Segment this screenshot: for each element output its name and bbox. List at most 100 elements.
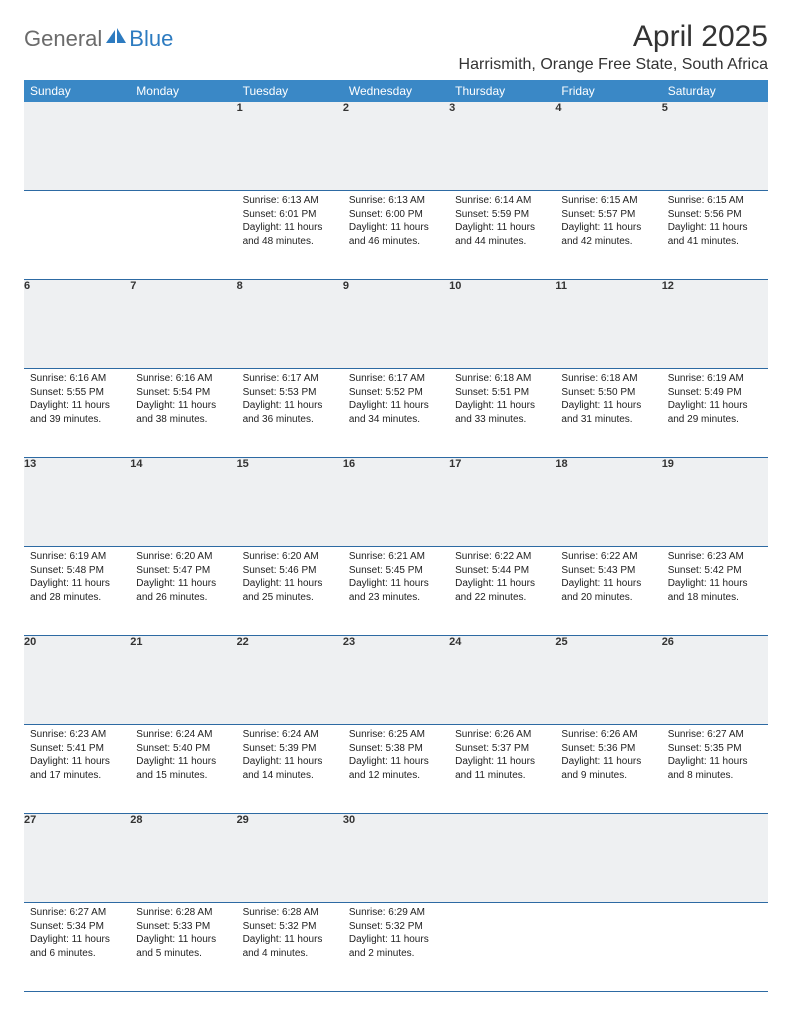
day-content-row: Sunrise: 6:27 AMSunset: 5:34 PMDaylight:… bbox=[24, 903, 768, 992]
day-cell: Sunrise: 6:21 AMSunset: 5:45 PMDaylight:… bbox=[343, 547, 449, 636]
day-number-cell: 10 bbox=[449, 280, 555, 369]
day-cell bbox=[662, 903, 768, 992]
day-number-cell: 25 bbox=[555, 636, 661, 725]
day-cell-body: Sunrise: 6:22 AMSunset: 5:43 PMDaylight:… bbox=[555, 547, 661, 610]
day-header: Saturday bbox=[662, 80, 768, 102]
day-number-cell: 15 bbox=[237, 458, 343, 547]
page-title: April 2025 bbox=[459, 20, 768, 54]
day-cell: Sunrise: 6:29 AMSunset: 5:32 PMDaylight:… bbox=[343, 903, 449, 992]
logo-text-blue: Blue bbox=[129, 26, 173, 52]
day-number-cell: 20 bbox=[24, 636, 130, 725]
day-cell: Sunrise: 6:17 AMSunset: 5:53 PMDaylight:… bbox=[237, 369, 343, 458]
day-number-cell: 2 bbox=[343, 102, 449, 191]
day-cell: Sunrise: 6:20 AMSunset: 5:46 PMDaylight:… bbox=[237, 547, 343, 636]
day-cell: Sunrise: 6:24 AMSunset: 5:40 PMDaylight:… bbox=[130, 725, 236, 814]
day-cell-body: Sunrise: 6:29 AMSunset: 5:32 PMDaylight:… bbox=[343, 903, 449, 966]
day-cell-body: Sunrise: 6:19 AMSunset: 5:48 PMDaylight:… bbox=[24, 547, 130, 610]
location-subtitle: Harrismith, Orange Free State, South Afr… bbox=[459, 56, 768, 74]
day-cell-body: Sunrise: 6:26 AMSunset: 5:36 PMDaylight:… bbox=[555, 725, 661, 788]
day-cell-body: Sunrise: 6:17 AMSunset: 5:53 PMDaylight:… bbox=[237, 369, 343, 432]
day-number-cell: 6 bbox=[24, 280, 130, 369]
calendar-body: 12345Sunrise: 6:13 AMSunset: 6:01 PMDayl… bbox=[24, 102, 768, 992]
day-cell: Sunrise: 6:19 AMSunset: 5:49 PMDaylight:… bbox=[662, 369, 768, 458]
day-cell: Sunrise: 6:25 AMSunset: 5:38 PMDaylight:… bbox=[343, 725, 449, 814]
day-number-cell: 22 bbox=[237, 636, 343, 725]
day-cell-body: Sunrise: 6:20 AMSunset: 5:47 PMDaylight:… bbox=[130, 547, 236, 610]
calendar-table: SundayMondayTuesdayWednesdayThursdayFrid… bbox=[24, 80, 768, 992]
day-number-cell: 13 bbox=[24, 458, 130, 547]
day-cell-body: Sunrise: 6:15 AMSunset: 5:57 PMDaylight:… bbox=[555, 191, 661, 254]
day-number-cell: 8 bbox=[237, 280, 343, 369]
logo: General Blue bbox=[24, 26, 173, 52]
day-cell-body: Sunrise: 6:23 AMSunset: 5:42 PMDaylight:… bbox=[662, 547, 768, 610]
day-cell: Sunrise: 6:27 AMSunset: 5:35 PMDaylight:… bbox=[662, 725, 768, 814]
day-cell-body: Sunrise: 6:28 AMSunset: 5:33 PMDaylight:… bbox=[130, 903, 236, 966]
day-cell: Sunrise: 6:17 AMSunset: 5:52 PMDaylight:… bbox=[343, 369, 449, 458]
day-number-cell: 9 bbox=[343, 280, 449, 369]
day-number-cell: 30 bbox=[343, 814, 449, 903]
day-cell-body: Sunrise: 6:25 AMSunset: 5:38 PMDaylight:… bbox=[343, 725, 449, 788]
day-content-row: Sunrise: 6:16 AMSunset: 5:55 PMDaylight:… bbox=[24, 369, 768, 458]
day-header: Wednesday bbox=[343, 80, 449, 102]
day-cell-body: Sunrise: 6:27 AMSunset: 5:34 PMDaylight:… bbox=[24, 903, 130, 966]
calendar-header-row: SundayMondayTuesdayWednesdayThursdayFrid… bbox=[24, 80, 768, 102]
day-number-cell bbox=[130, 102, 236, 191]
day-cell-body: Sunrise: 6:17 AMSunset: 5:52 PMDaylight:… bbox=[343, 369, 449, 432]
day-number-cell: 24 bbox=[449, 636, 555, 725]
header: General Blue April 2025 Harrismith, Oran… bbox=[24, 20, 768, 74]
day-cell: Sunrise: 6:24 AMSunset: 5:39 PMDaylight:… bbox=[237, 725, 343, 814]
day-cell-body: Sunrise: 6:24 AMSunset: 5:40 PMDaylight:… bbox=[130, 725, 236, 788]
day-cell-body: Sunrise: 6:23 AMSunset: 5:41 PMDaylight:… bbox=[24, 725, 130, 788]
day-cell bbox=[130, 191, 236, 280]
day-cell: Sunrise: 6:28 AMSunset: 5:32 PMDaylight:… bbox=[237, 903, 343, 992]
day-number-cell: 11 bbox=[555, 280, 661, 369]
day-cell: Sunrise: 6:14 AMSunset: 5:59 PMDaylight:… bbox=[449, 191, 555, 280]
day-header: Friday bbox=[555, 80, 661, 102]
title-block: April 2025 Harrismith, Orange Free State… bbox=[459, 20, 768, 74]
day-header: Sunday bbox=[24, 80, 130, 102]
day-cell-body: Sunrise: 6:26 AMSunset: 5:37 PMDaylight:… bbox=[449, 725, 555, 788]
day-number-cell: 21 bbox=[130, 636, 236, 725]
day-cell: Sunrise: 6:23 AMSunset: 5:42 PMDaylight:… bbox=[662, 547, 768, 636]
day-cell: Sunrise: 6:15 AMSunset: 5:56 PMDaylight:… bbox=[662, 191, 768, 280]
day-number-cell: 3 bbox=[449, 102, 555, 191]
day-header: Tuesday bbox=[237, 80, 343, 102]
day-cell: Sunrise: 6:20 AMSunset: 5:47 PMDaylight:… bbox=[130, 547, 236, 636]
day-cell: Sunrise: 6:22 AMSunset: 5:44 PMDaylight:… bbox=[449, 547, 555, 636]
day-cell: Sunrise: 6:26 AMSunset: 5:36 PMDaylight:… bbox=[555, 725, 661, 814]
day-number-row: 12345 bbox=[24, 102, 768, 191]
day-number-cell bbox=[24, 102, 130, 191]
day-number-cell: 26 bbox=[662, 636, 768, 725]
day-number-cell: 1 bbox=[237, 102, 343, 191]
day-number-cell: 19 bbox=[662, 458, 768, 547]
day-cell-body: Sunrise: 6:19 AMSunset: 5:49 PMDaylight:… bbox=[662, 369, 768, 432]
page: General Blue April 2025 Harrismith, Oran… bbox=[0, 0, 792, 1012]
day-cell: Sunrise: 6:22 AMSunset: 5:43 PMDaylight:… bbox=[555, 547, 661, 636]
day-content-row: Sunrise: 6:19 AMSunset: 5:48 PMDaylight:… bbox=[24, 547, 768, 636]
day-header: Thursday bbox=[449, 80, 555, 102]
day-cell: Sunrise: 6:13 AMSunset: 6:00 PMDaylight:… bbox=[343, 191, 449, 280]
day-number-cell: 16 bbox=[343, 458, 449, 547]
day-cell-body: Sunrise: 6:18 AMSunset: 5:51 PMDaylight:… bbox=[449, 369, 555, 432]
day-cell-body: Sunrise: 6:16 AMSunset: 5:55 PMDaylight:… bbox=[24, 369, 130, 432]
day-content-row: Sunrise: 6:13 AMSunset: 6:01 PMDaylight:… bbox=[24, 191, 768, 280]
day-cell-body: Sunrise: 6:20 AMSunset: 5:46 PMDaylight:… bbox=[237, 547, 343, 610]
day-cell bbox=[449, 903, 555, 992]
day-cell-body: Sunrise: 6:24 AMSunset: 5:39 PMDaylight:… bbox=[237, 725, 343, 788]
day-cell: Sunrise: 6:26 AMSunset: 5:37 PMDaylight:… bbox=[449, 725, 555, 814]
day-number-cell: 28 bbox=[130, 814, 236, 903]
day-cell-body: Sunrise: 6:14 AMSunset: 5:59 PMDaylight:… bbox=[449, 191, 555, 254]
day-cell: Sunrise: 6:28 AMSunset: 5:33 PMDaylight:… bbox=[130, 903, 236, 992]
day-number-cell: 7 bbox=[130, 280, 236, 369]
day-cell-body: Sunrise: 6:15 AMSunset: 5:56 PMDaylight:… bbox=[662, 191, 768, 254]
day-cell-body: Sunrise: 6:22 AMSunset: 5:44 PMDaylight:… bbox=[449, 547, 555, 610]
day-cell: Sunrise: 6:13 AMSunset: 6:01 PMDaylight:… bbox=[237, 191, 343, 280]
day-number-cell: 5 bbox=[662, 102, 768, 191]
day-cell-body: Sunrise: 6:21 AMSunset: 5:45 PMDaylight:… bbox=[343, 547, 449, 610]
day-cell: Sunrise: 6:15 AMSunset: 5:57 PMDaylight:… bbox=[555, 191, 661, 280]
day-cell: Sunrise: 6:19 AMSunset: 5:48 PMDaylight:… bbox=[24, 547, 130, 636]
day-cell-body: Sunrise: 6:18 AMSunset: 5:50 PMDaylight:… bbox=[555, 369, 661, 432]
day-cell-body: Sunrise: 6:28 AMSunset: 5:32 PMDaylight:… bbox=[237, 903, 343, 966]
logo-text-general: General bbox=[24, 26, 102, 52]
day-number-row: 20212223242526 bbox=[24, 636, 768, 725]
